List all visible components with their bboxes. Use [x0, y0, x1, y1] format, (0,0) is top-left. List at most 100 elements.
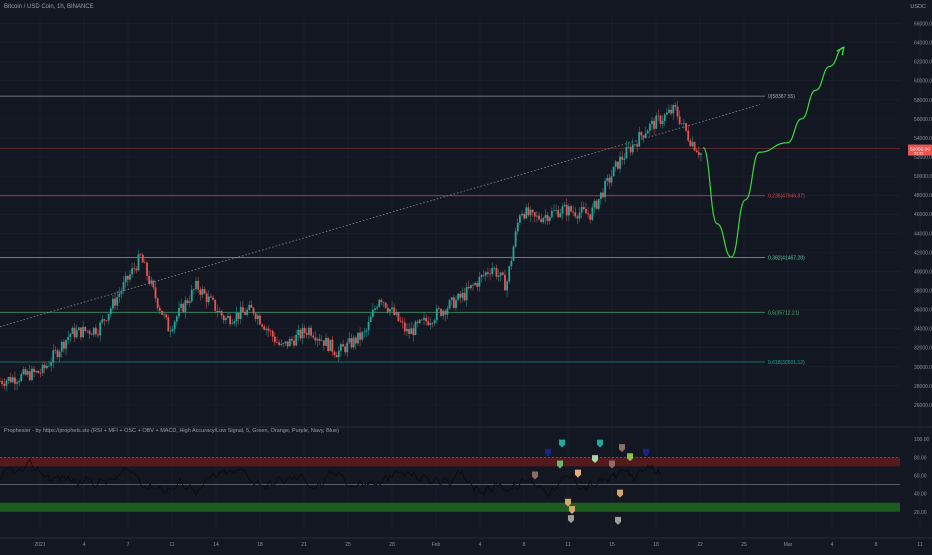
- projection-path: [702, 46, 844, 258]
- candle-body: [5, 380, 8, 386]
- price-tick-label: 52000.00: [914, 155, 932, 161]
- candle-body: [94, 327, 97, 335]
- candle-body: [248, 304, 251, 310]
- candle-body: [580, 206, 583, 213]
- candle-body: [239, 307, 242, 319]
- candle-body: [186, 300, 189, 304]
- candle-body: [489, 273, 491, 275]
- candle-body: [348, 338, 351, 343]
- candle-body: [116, 296, 119, 306]
- candle-body: [244, 312, 246, 315]
- candle-body: [538, 215, 540, 220]
- candle-body: [631, 144, 634, 153]
- candle-body: [329, 339, 332, 351]
- candle-body: [163, 314, 165, 315]
- price-tick-label: 30000.00: [914, 365, 932, 371]
- candle-body: [131, 268, 134, 275]
- candle-body: [256, 315, 259, 319]
- candle-body: [148, 275, 151, 284]
- candle-body: [469, 284, 472, 289]
- candle-body: [367, 321, 370, 331]
- time-tick-label: 15: [609, 542, 615, 548]
- candle-body: [267, 328, 270, 331]
- candle-body: [24, 369, 27, 375]
- price-tick-label: 44000.00: [914, 231, 932, 237]
- candle-body: [646, 130, 649, 134]
- candle-body: [695, 150, 698, 153]
- time-tick-label: 4: [831, 542, 834, 548]
- candle-body: [587, 213, 589, 215]
- candle-body: [561, 206, 564, 214]
- candle-body: [452, 297, 455, 308]
- candle-body: [122, 282, 125, 291]
- candle-body: [608, 177, 611, 183]
- candle-body: [602, 192, 604, 198]
- candle-body: [412, 328, 415, 336]
- time-tick-label: 18: [653, 542, 659, 548]
- candle-body: [129, 274, 131, 280]
- candle-body: [291, 338, 293, 341]
- candle-body: [482, 274, 485, 276]
- candle-body: [614, 161, 617, 167]
- candle-body: [529, 209, 532, 216]
- price-tick-label: 56000.00: [914, 117, 932, 123]
- candle-body: [214, 299, 217, 311]
- fib-level-label: 0.382(41467.28): [768, 255, 805, 261]
- candle-body: [340, 344, 342, 351]
- candle-body: [455, 299, 457, 308]
- candle-body: [418, 319, 421, 323]
- candle-body: [523, 213, 526, 219]
- candle-body: [77, 327, 80, 331]
- candle-body: [365, 330, 368, 332]
- candle-body: [510, 260, 513, 267]
- candle-body: [69, 333, 72, 337]
- candle-body: [350, 338, 353, 348]
- candle-body: [327, 337, 330, 351]
- candle-body: [514, 231, 517, 247]
- candle-body: [448, 300, 451, 309]
- candle-body: [92, 327, 95, 335]
- candle-body: [133, 268, 136, 269]
- candle-body: [293, 340, 295, 346]
- candle-body: [429, 322, 432, 325]
- candle-body: [314, 337, 317, 341]
- candle-body: [663, 114, 666, 121]
- price-tick-label: 48000.00: [914, 193, 932, 199]
- candle-body: [444, 310, 447, 315]
- candle-body: [301, 327, 304, 339]
- candle-body: [241, 307, 244, 313]
- candle-body: [7, 377, 10, 381]
- price-tick-label: 54000.00: [914, 136, 932, 142]
- candle-body: [546, 215, 549, 222]
- candle-body: [591, 207, 594, 220]
- candle-body: [137, 254, 140, 271]
- time-tick-label: 4: [83, 542, 86, 548]
- candle-body: [97, 334, 99, 336]
- candle-body: [227, 315, 229, 318]
- candle-body: [331, 339, 334, 352]
- current-price-badge: [908, 144, 932, 156]
- fib-level-label: 0.618(30501.12): [768, 360, 805, 366]
- candle-body: [14, 377, 16, 384]
- candle-body: [427, 321, 430, 325]
- time-tick-label: 22: [697, 542, 703, 548]
- candle-body: [401, 321, 404, 323]
- signal-marker-icon: [559, 439, 565, 448]
- candle-body: [478, 276, 481, 287]
- oscillator-line: [0, 458, 661, 498]
- candle-body: [431, 322, 434, 324]
- candle-body: [276, 342, 278, 343]
- candle-body: [299, 329, 302, 339]
- candle-body: [391, 307, 393, 310]
- trendline: [0, 104, 761, 328]
- time-tick-label: 8: [523, 542, 526, 548]
- candle-body: [359, 332, 361, 340]
- candle-body: [638, 132, 641, 147]
- candle-body: [389, 309, 391, 312]
- candle-body: [378, 299, 381, 307]
- candle-body: [246, 309, 249, 315]
- signal-marker-icon: [557, 460, 563, 469]
- candle-body: [210, 296, 212, 298]
- price-tick-label: 58000.00: [914, 98, 932, 104]
